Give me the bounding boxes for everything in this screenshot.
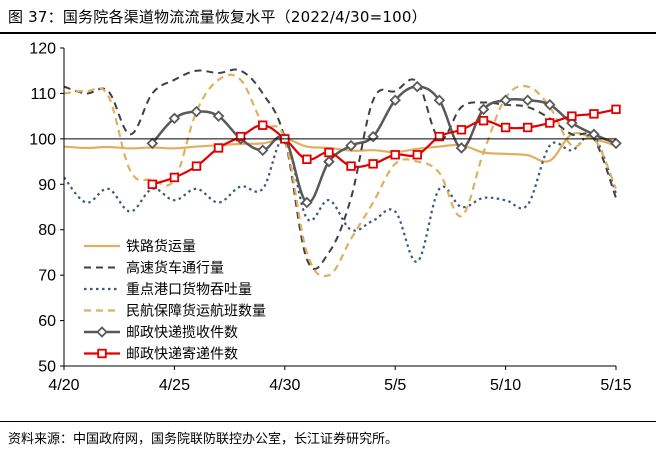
y-tick-label-100: 100 [29, 131, 56, 148]
legend-label-2: 高速货车通行量 [126, 260, 224, 277]
series-6-point-19 [545, 118, 555, 128]
series-5-point-4 [212, 110, 225, 122]
series-5-point-13 [411, 80, 424, 93]
source-note: 资料来源：中国政府网，国务院联防联控办公室，长江证券研究所。 [8, 432, 399, 447]
y-tick-label-80: 80 [38, 222, 56, 239]
x-tick-label-4: 5/5 [384, 377, 406, 394]
series-5-point-16 [477, 103, 490, 116]
legend-label-1: 铁路货运量 [126, 238, 196, 255]
line-chart: 50 60 70 80 90 100 110 120 4/20 4/25 4/30 5/5 5/10 5/… [29, 41, 631, 395]
x-tick-label-5: 5/10 [490, 377, 521, 394]
series-5-point-17 [499, 94, 512, 107]
series-5-point-18 [521, 94, 534, 107]
series-6-point-13 [412, 150, 422, 160]
series-6-point-8 [302, 154, 312, 164]
chart-legend: 铁路货运量高速货车通行量重点港口货物吞吐量民航保障货运航班数量邮政快递揽收件数邮… [84, 238, 266, 363]
legend-label-3: 重点港口货物吞吐量 [126, 281, 252, 298]
x-tick-label-3: 4/30 [269, 377, 300, 394]
series-6-point-16 [478, 115, 489, 126]
series-5-point-12 [389, 94, 401, 107]
y-tick-label-110: 110 [30, 86, 56, 103]
series-line-5 [151, 85, 617, 204]
series-6-point-4 [213, 143, 224, 153]
series-6-point-12 [390, 150, 400, 160]
series-6-point-9 [324, 147, 334, 158]
series-6-point-6 [258, 120, 268, 130]
legend-label-4: 民航保障货运航班数量 [126, 303, 266, 320]
series-6-point-10 [346, 161, 356, 171]
series-6-point-15 [456, 125, 467, 135]
series-6-point-22 [611, 104, 621, 115]
x-tick-label-1: 4/20 [48, 377, 79, 394]
series-6-point-20 [567, 111, 577, 121]
series-6-point-18 [522, 122, 533, 133]
series-line-2 [63, 68, 617, 270]
legend-label-6: 邮政快递寄递件数 [126, 346, 238, 363]
legend-label-5: 邮政快递揽收件数 [126, 324, 238, 341]
series-line-1 [63, 131, 617, 163]
y-tick-label-50: 50 [38, 359, 56, 376]
chart-title: 图 37：国务院各渠道物流流量恢复水平（2022/4/30=100） [8, 8, 427, 26]
y-tick-label-90: 90 [38, 177, 56, 194]
series-6-point-21 [589, 109, 599, 119]
series-6-point-17 [500, 122, 511, 133]
series-6-point-11 [368, 159, 378, 169]
series-5-point-6 [256, 144, 269, 156]
series-5-point-9 [323, 155, 335, 168]
series-5-point-22 [610, 137, 622, 150]
series-lines [63, 68, 622, 278]
y-tick-label-120: 120 [29, 41, 56, 58]
legend-marker-5 [96, 326, 108, 338]
series-line-4 [63, 73, 618, 278]
series-5-point-19 [543, 99, 556, 111]
x-tick-label-2: 4/25 [159, 377, 190, 394]
series-5-point-8 [301, 196, 313, 209]
y-tick-label-70: 70 [38, 268, 56, 285]
series-5-point-1 [146, 137, 159, 150]
series-5-point-15 [455, 142, 468, 154]
legend-marker-6 [97, 348, 107, 359]
series-6-point-1 [147, 179, 158, 189]
y-tick-label-60: 60 [38, 313, 56, 330]
series-5-point-10 [345, 139, 357, 152]
series-5-point-14 [433, 94, 446, 107]
series-6-point-3 [191, 161, 202, 171]
series-line-6 [151, 108, 617, 186]
series-6-point-5 [235, 131, 246, 142]
series-5-point-3 [190, 105, 203, 118]
x-tick-label-6: 5/15 [600, 377, 631, 394]
title-divider [0, 32, 656, 34]
footer-divider [0, 421, 656, 422]
chart-axes: 50 60 70 80 90 100 110 120 4/20 4/25 4/30 5/5 5/10 5/… [29, 41, 631, 395]
series-line-3 [63, 133, 618, 263]
series-5-point-2 [168, 112, 181, 125]
series-6-point-2 [169, 172, 180, 183]
series-6-point-14 [434, 131, 445, 142]
